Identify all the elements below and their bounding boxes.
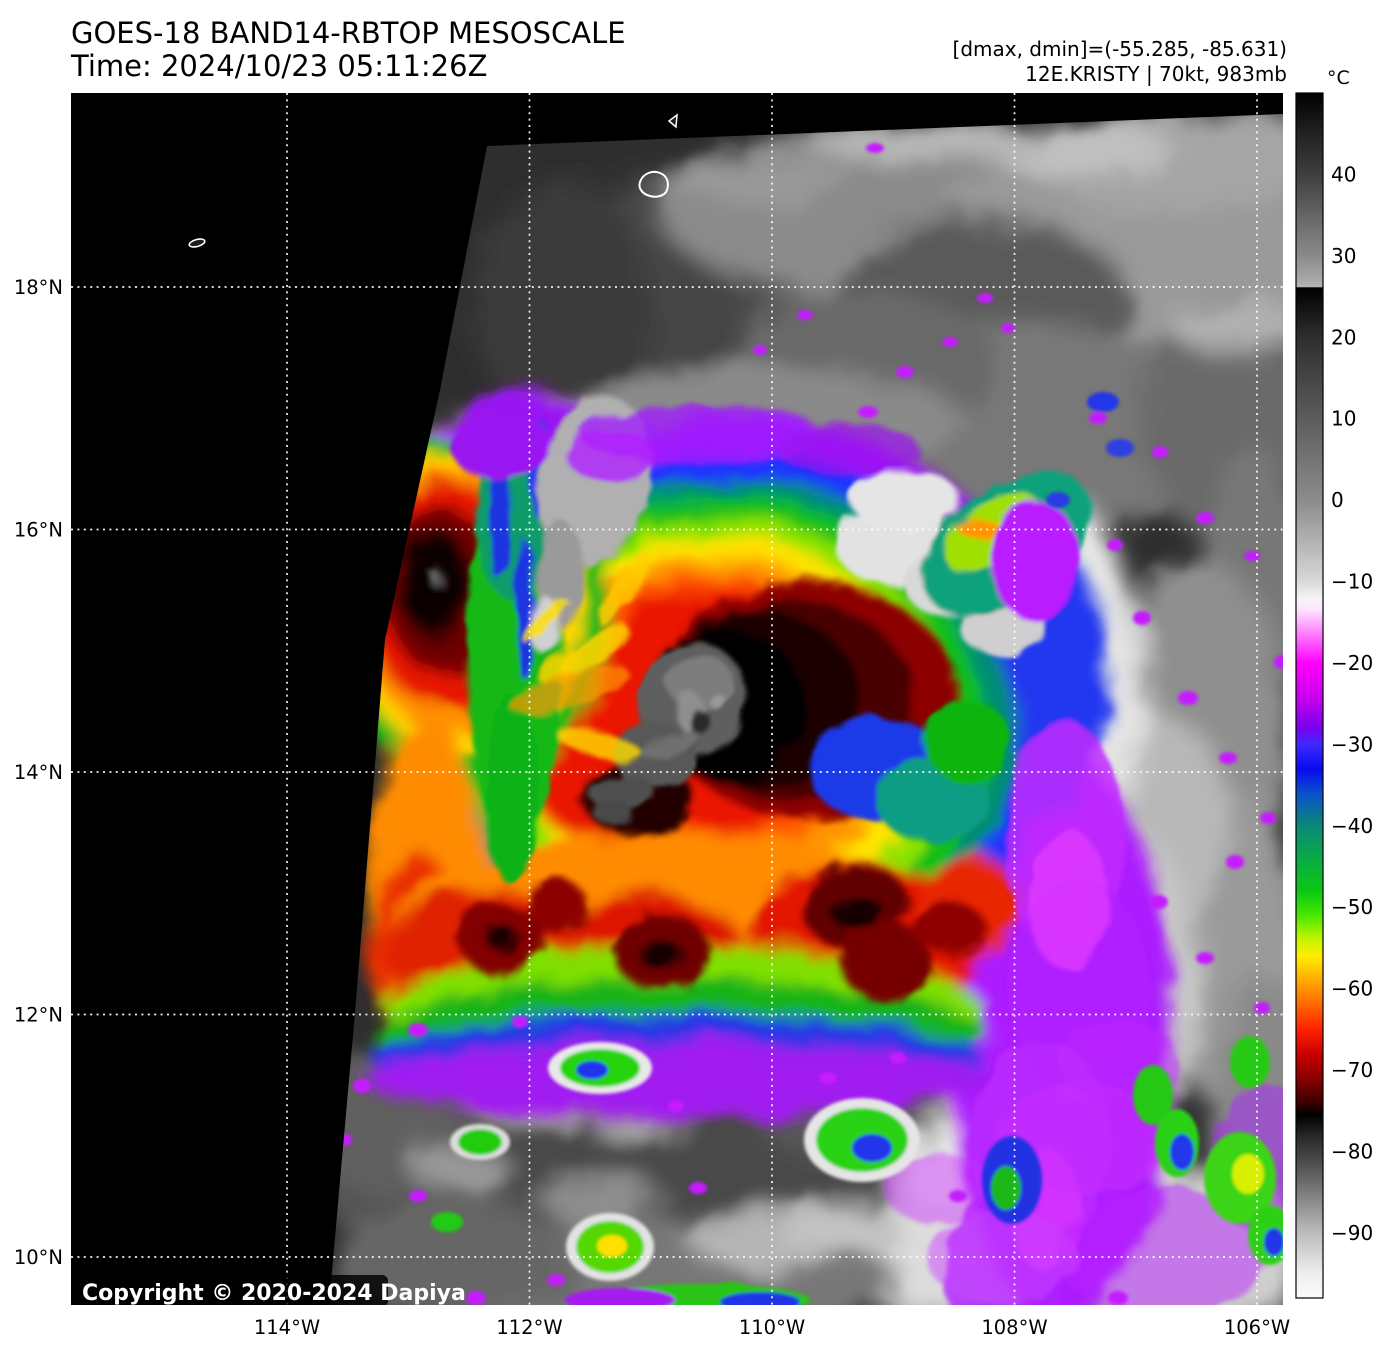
figure-title: GOES-18 BAND14-RBTOP MESOSCALE bbox=[71, 16, 626, 50]
colorbar: °C 40 30 20 10 0 −10 −20 −30 −40 −50 −60 −70 −80 −90 bbox=[1295, 67, 1373, 1299]
colorbar-tick-labels: 40 30 20 10 0 −10 −20 −30 −40 −50 −60 −70 −80 −90 bbox=[1331, 162, 1373, 1244]
lat-tick-label: 10°N bbox=[14, 1246, 63, 1269]
latitude-axis-labels: 18°N 16°N 14°N 12°N 10°N bbox=[14, 276, 63, 1269]
lon-tick-label: 108°W bbox=[981, 1316, 1047, 1339]
dmax-dmin-readout: [dmax, dmin]=(-55.285, -85.631) bbox=[953, 37, 1287, 61]
copyright-text: Copyright © 2020-2024 Dapiya bbox=[82, 1281, 466, 1306]
colorbar-tick-label: −50 bbox=[1331, 895, 1373, 919]
lon-tick-label: 114°W bbox=[254, 1316, 320, 1339]
clarion-island-outline bbox=[188, 238, 206, 248]
colorbar-tick-label: 10 bbox=[1331, 407, 1356, 431]
colorbar-unit-label: °C bbox=[1327, 67, 1350, 89]
colorbar-tick-label: −30 bbox=[1331, 732, 1373, 756]
satellite-imagery bbox=[329, 114, 1283, 1305]
colorbar-tick-label: −90 bbox=[1331, 1221, 1373, 1245]
san-benedicto-island-outline bbox=[667, 113, 678, 129]
socorro-island-outline bbox=[638, 170, 669, 198]
lon-tick-label: 106°W bbox=[1224, 1316, 1290, 1339]
lat-tick-label: 12°N bbox=[14, 1004, 63, 1027]
colorbar-tick-label: −70 bbox=[1331, 1058, 1373, 1082]
colorbar-tick-label: −80 bbox=[1331, 1139, 1373, 1163]
storm-eye-region bbox=[588, 642, 748, 824]
lon-tick-label: 110°W bbox=[739, 1316, 805, 1339]
colorbar-tick-label: 30 bbox=[1331, 244, 1356, 268]
colorbar-tick-label: 0 bbox=[1331, 488, 1344, 512]
map-area: Copyright © 2020-2024 Dapiya bbox=[71, 93, 1283, 1306]
colorbar-tick-label: −20 bbox=[1331, 651, 1373, 675]
lon-tick-label: 112°W bbox=[496, 1316, 562, 1339]
colorbar-tick-label: −60 bbox=[1331, 977, 1373, 1001]
lat-tick-label: 18°N bbox=[14, 276, 63, 299]
colorbar-tick-label: 20 bbox=[1331, 325, 1356, 349]
colorbar-tick-label: −10 bbox=[1331, 570, 1373, 594]
colorbar-tick-label: 40 bbox=[1331, 162, 1356, 186]
island-outlines bbox=[188, 113, 678, 248]
colorbar-tick-label: −40 bbox=[1331, 814, 1373, 838]
colorbar-gradient-bar bbox=[1295, 92, 1324, 1299]
storm-info-readout: 12E.KRISTY | 70kt, 983mb bbox=[1025, 62, 1287, 86]
lat-tick-label: 16°N bbox=[14, 519, 63, 542]
longitude-axis-labels: 114°W 112°W 110°W 108°W 106°W bbox=[254, 1316, 1290, 1339]
lat-tick-label: 14°N bbox=[14, 761, 63, 784]
speckle-layer bbox=[336, 143, 1283, 1305]
figure-timestamp: Time: 2024/10/23 05:11:26Z bbox=[70, 49, 487, 83]
copyright-badge: Copyright © 2020-2024 Dapiya bbox=[71, 1275, 466, 1306]
